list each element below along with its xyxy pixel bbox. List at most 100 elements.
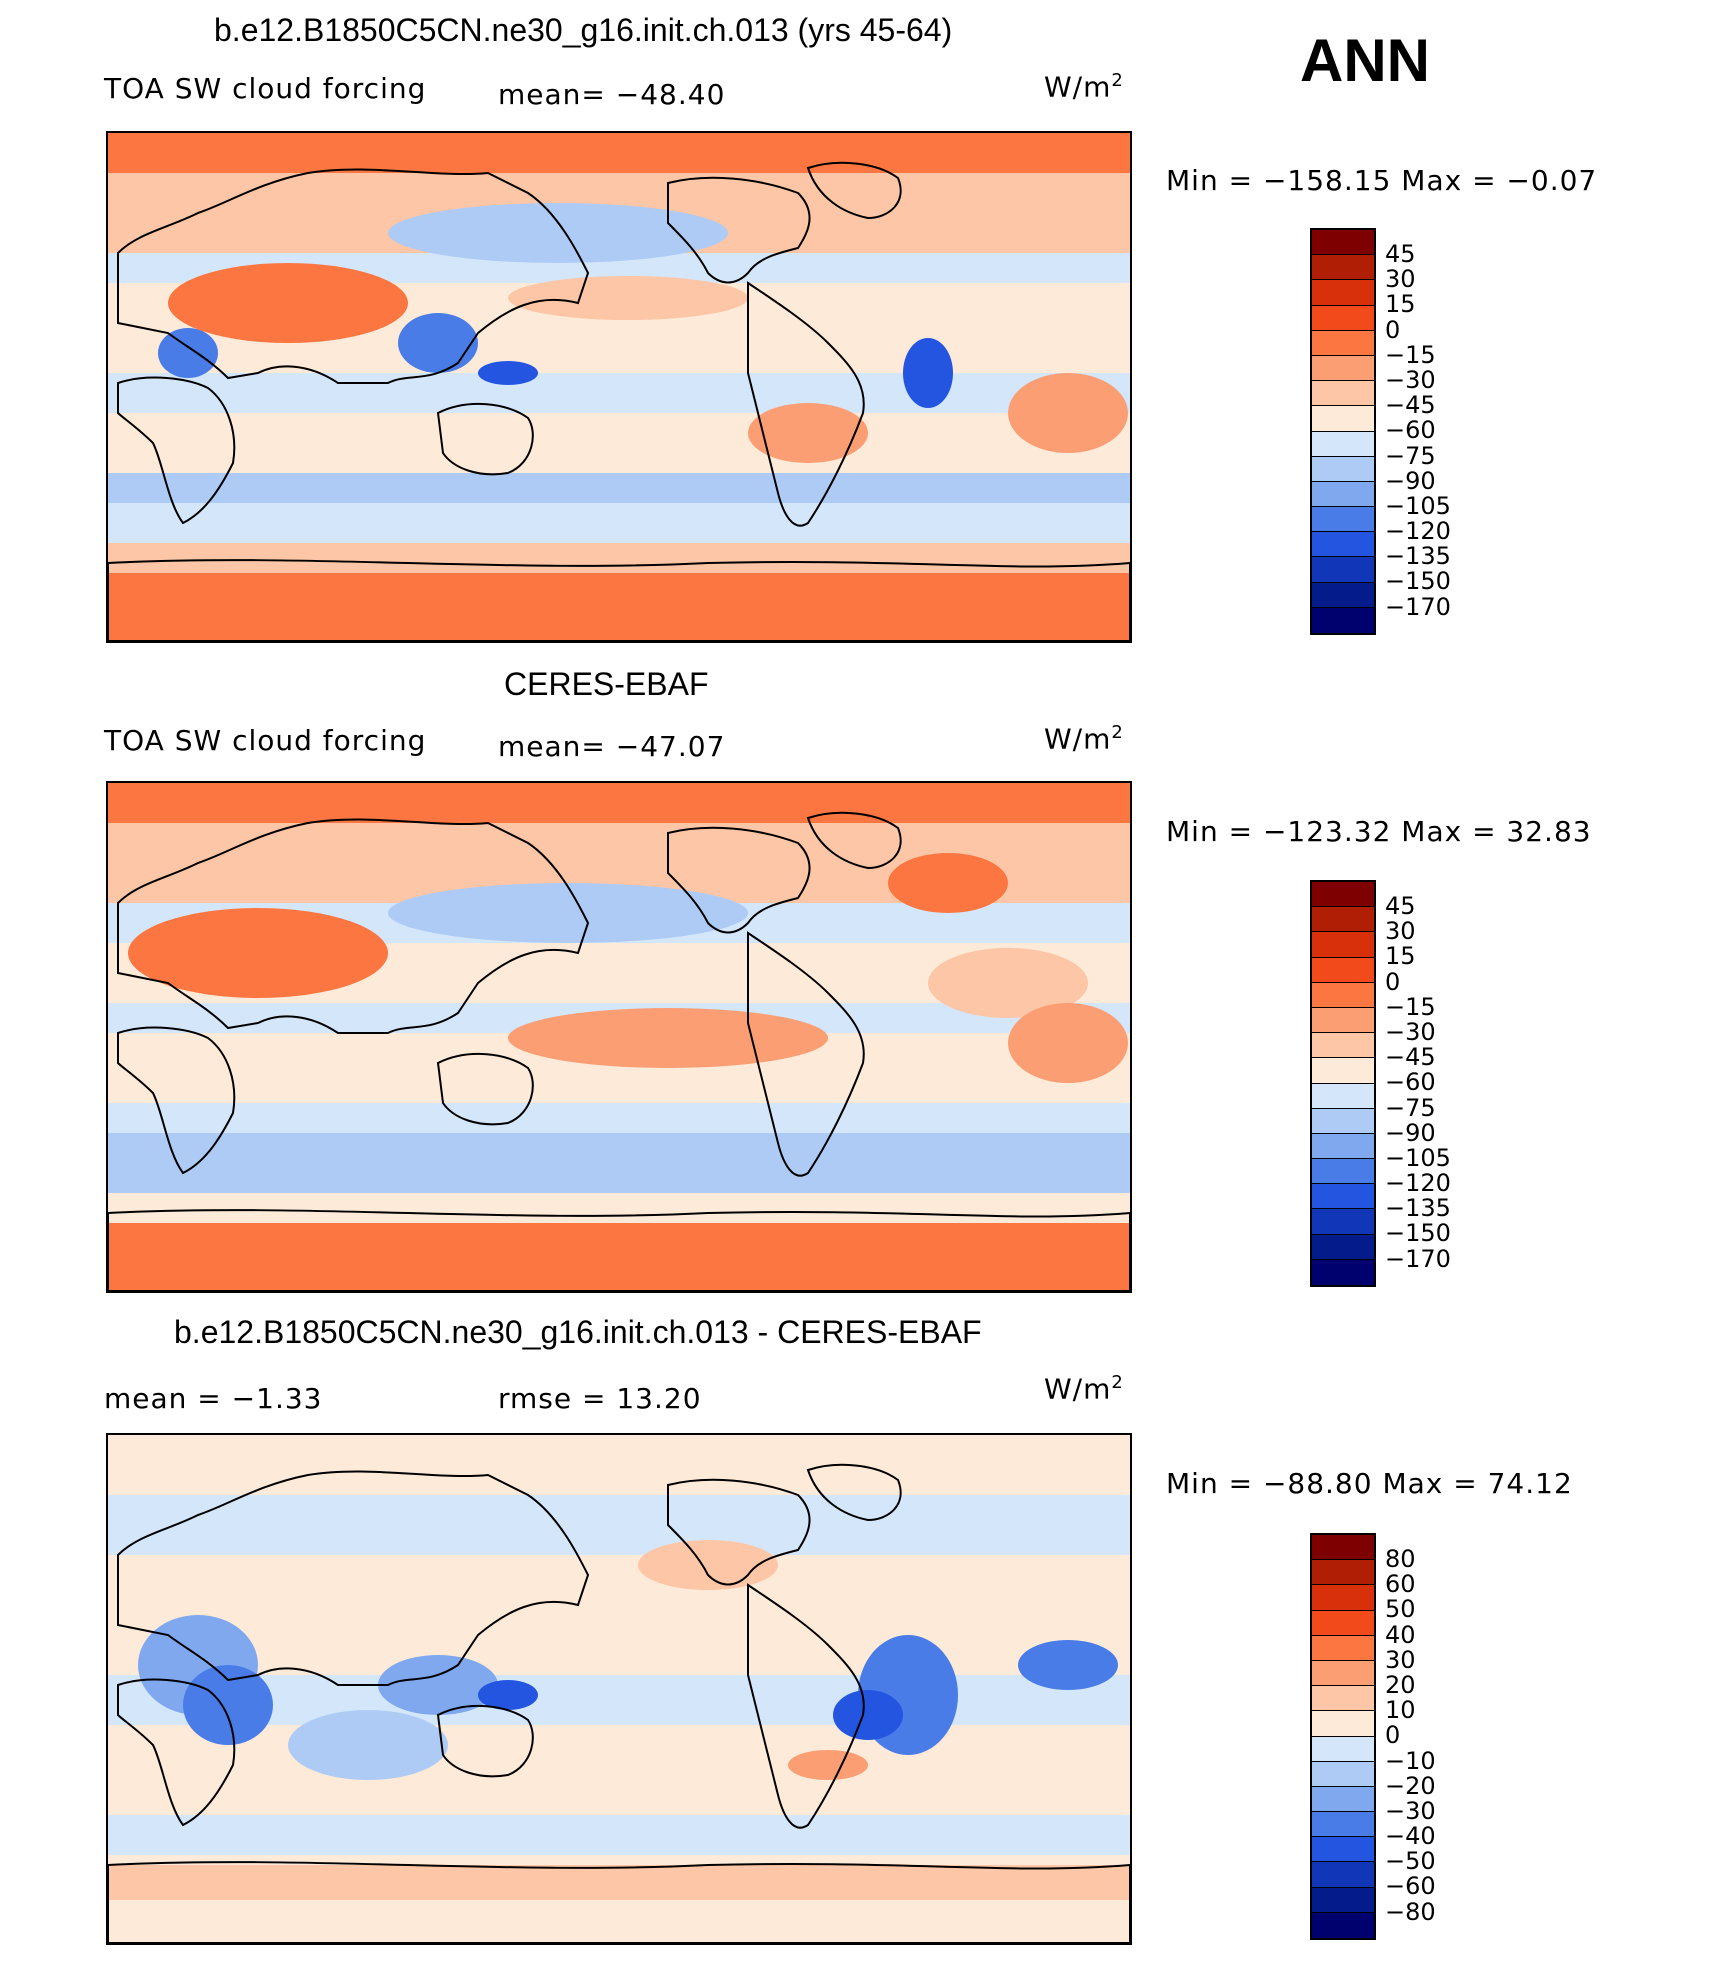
colorbar-swatch: [1312, 1812, 1374, 1838]
colorbar-tick-label: −15: [1385, 992, 1436, 1021]
world-map-field: [108, 133, 1130, 641]
colorbar-swatch: [1312, 1610, 1374, 1636]
colorbar-tick-label: 20: [1385, 1670, 1416, 1699]
panel-2-map: [106, 781, 1132, 1293]
panel-3-units: W/m2: [1044, 1372, 1124, 1406]
panel-1-units: W/m2: [1044, 70, 1124, 104]
colorbar-swatch: [1312, 957, 1374, 983]
colorbar-swatch: [1312, 381, 1374, 407]
colorbar-tick-label: −105: [1385, 491, 1451, 520]
colorbar-swatch: [1312, 557, 1374, 583]
colorbar-swatch: [1312, 330, 1374, 356]
colorbar-swatch: [1312, 882, 1374, 908]
colorbar-tick-label: −170: [1385, 592, 1451, 621]
colorbar-tick-label: −150: [1385, 1219, 1451, 1248]
colorbar-tick-label: 40: [1385, 1620, 1416, 1649]
panel-2-variable-label: TOA SW cloud forcing: [104, 724, 427, 757]
colorbar-swatch: [1312, 255, 1374, 281]
colorbar-tick-label: 30: [1385, 265, 1416, 294]
colorbar-tick-label: −30: [1385, 365, 1436, 394]
panel-3-mean-label: mean = −1.33: [104, 1382, 323, 1415]
colorbar-tick-label: −75: [1385, 1093, 1436, 1122]
colorbar-swatch: [1312, 932, 1374, 958]
colorbar-tick-label: 80: [1385, 1545, 1416, 1573]
colorbar-tick-label: −135: [1385, 542, 1451, 571]
colorbar-swatch: [1312, 1234, 1374, 1260]
colorbar-swatch: [1312, 305, 1374, 331]
colorbar-tick-label: −30: [1385, 1796, 1436, 1825]
colorbar-swatch: [1312, 1133, 1374, 1160]
colorbar-swatch: [1312, 1083, 1374, 1109]
colorbar-swatch: [1312, 1033, 1374, 1059]
colorbar-swatch: [1312, 607, 1374, 633]
panel-2-title: CERES-EBAF: [504, 666, 709, 702]
colorbar-tick-label: 45: [1385, 892, 1416, 920]
panel-1-colorbar-ticks: 45 30 15 0 −15 −30 −45 −60 −75 −90 −105 −120 −135 −15…: [1385, 240, 1451, 621]
colorbar-tick-label: 45: [1385, 240, 1416, 268]
colorbar-swatch: [1312, 1786, 1374, 1813]
panel-1-mean-label: mean= −48.40: [498, 78, 726, 111]
colorbar-tick-label: 30: [1385, 1645, 1416, 1674]
colorbar-tick-label: −10: [1385, 1746, 1436, 1775]
panel-3-minmax: Min = −88.80 Max = 74.12: [1166, 1467, 1573, 1500]
colorbar-tick-label: −60: [1385, 416, 1436, 445]
colorbar-tick-label: 15: [1385, 290, 1416, 319]
colorbar-swatch: [1312, 1259, 1374, 1285]
panel-2-units: W/m2: [1044, 722, 1124, 756]
colorbar-tick-label: −90: [1385, 466, 1436, 495]
colorbar-swatch: [1312, 1837, 1374, 1863]
colorbar-tick-label: −90: [1385, 1118, 1436, 1147]
panel-1-title: b.e12.B1850C5CN.ne30_g16.init.ch.013 (yr…: [214, 12, 953, 48]
colorbar-tick-label: −60: [1385, 1872, 1436, 1901]
colorbar-swatch: [1312, 1108, 1374, 1134]
colorbar-swatch: [1312, 1635, 1374, 1661]
colorbar-tick-label: 50: [1385, 1595, 1416, 1624]
colorbar-tick-label: −75: [1385, 441, 1436, 470]
panel-1-minmax: Min = −158.15 Max = −0.07: [1166, 164, 1598, 197]
colorbar-tick-label: −20: [1385, 1771, 1436, 1800]
colorbar-tick-label: −15: [1385, 340, 1436, 369]
colorbar-swatch: [1312, 355, 1374, 382]
world-map-field: [108, 1435, 1130, 1943]
colorbar-tick-label: 30: [1385, 917, 1416, 946]
panel-3-rmse-label: rmse = 13.20: [498, 1382, 702, 1415]
colorbar-swatch: [1312, 1660, 1374, 1687]
colorbar-swatch: [1312, 406, 1374, 432]
colorbar-swatch: [1312, 1560, 1374, 1586]
panel-3-colorbar-ticks: 80 60 50 40 30 20 10 0 −10 −20 −30 −40 −50 −60 −80: [1385, 1545, 1436, 1925]
colorbar-swatch: [1312, 582, 1374, 608]
colorbar-swatch: [1312, 1209, 1374, 1235]
panel-1-variable-label: TOA SW cloud forcing: [104, 72, 427, 105]
colorbar-swatch: [1312, 982, 1374, 1008]
panel-3-colorbar: [1310, 1533, 1376, 1940]
colorbar-tick-label: −60: [1385, 1068, 1436, 1097]
colorbar-swatch: [1312, 456, 1374, 482]
season-label: ANN: [1300, 27, 1430, 94]
colorbar-tick-label: −45: [1385, 391, 1436, 420]
colorbar-tick-label: −50: [1385, 1847, 1436, 1876]
colorbar-swatch: [1312, 1184, 1374, 1210]
colorbar-swatch: [1312, 1007, 1374, 1034]
colorbar-swatch: [1312, 1711, 1374, 1737]
colorbar-swatch: [1312, 481, 1374, 508]
colorbar-tick-label: −170: [1385, 1244, 1451, 1273]
colorbar-swatch: [1312, 1761, 1374, 1787]
world-map-field: [108, 783, 1130, 1291]
colorbar-swatch: [1312, 1159, 1374, 1185]
colorbar-swatch: [1312, 1585, 1374, 1611]
colorbar-tick-label: 0: [1385, 1721, 1401, 1750]
panel-3-title: b.e12.B1850C5CN.ne30_g16.init.ch.013 - C…: [174, 1314, 982, 1350]
colorbar-swatch: [1312, 1058, 1374, 1084]
colorbar-swatch: [1312, 1887, 1374, 1913]
colorbar-swatch: [1312, 1736, 1374, 1762]
panel-2-minmax: Min = −123.32 Max = 32.83: [1166, 815, 1592, 848]
colorbar-swatch: [1312, 280, 1374, 306]
panel-3-map: [106, 1433, 1132, 1945]
colorbar-tick-label: 10: [1385, 1696, 1416, 1725]
colorbar-tick-label: −150: [1385, 567, 1451, 596]
colorbar-tick-label: −40: [1385, 1822, 1436, 1851]
colorbar-tick-label: −135: [1385, 1194, 1451, 1223]
colorbar-swatch: [1312, 1912, 1374, 1938]
colorbar-swatch: [1312, 1535, 1374, 1561]
colorbar-tick-label: 60: [1385, 1570, 1416, 1599]
